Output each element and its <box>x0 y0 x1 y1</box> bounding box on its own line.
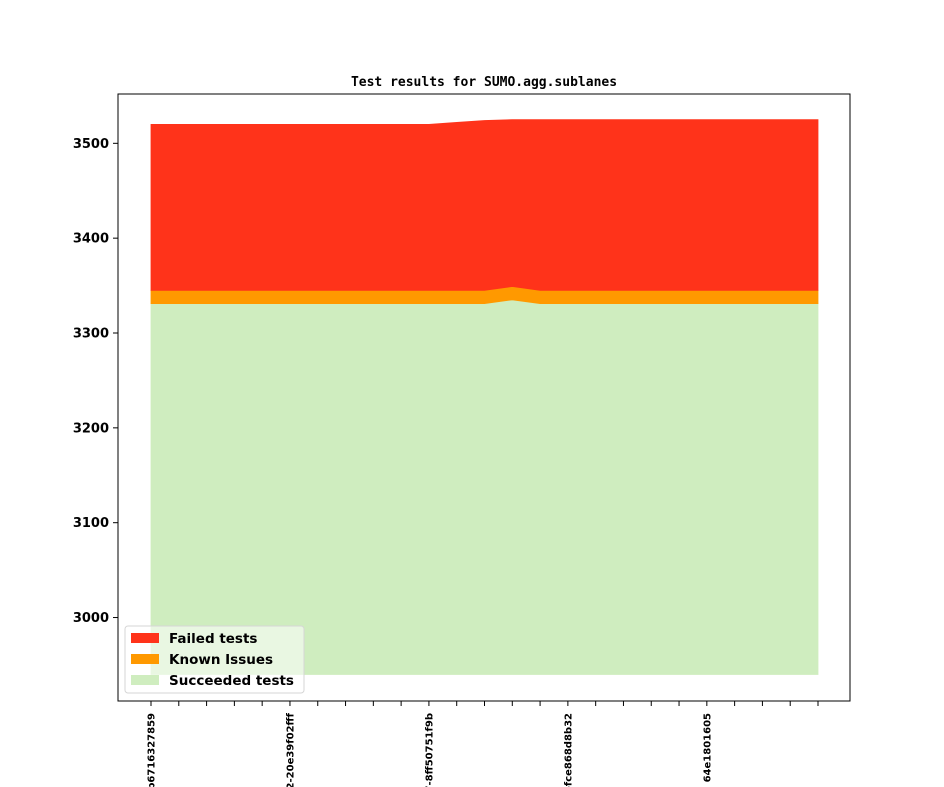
area-series-group <box>150 119 819 675</box>
x-tick-label: b6716327859 <box>147 713 158 787</box>
legend-swatch-failed-tests <box>131 633 159 643</box>
legend-label-known-issues: Known Issues <box>169 652 273 668</box>
legend-label-failed-tests: Failed tests <box>169 631 257 647</box>
x-tick-label: -fce868d8b32 <box>563 713 574 787</box>
x-tick-label: 2-20e39f02fff <box>285 712 296 787</box>
chart-title: Test results for SUMO.agg.sublanes <box>351 75 617 90</box>
legend-label-succeeded-tests: Succeeded tests <box>169 673 294 689</box>
x-tick-label: 7-8ff50751f9b <box>424 713 435 787</box>
y-axis: 3000 3100 3200 3300 3400 3500 <box>73 137 118 626</box>
y-tick-label: 3400 <box>73 232 109 247</box>
y-tick-label: 3100 <box>73 516 109 531</box>
area-succeeded-tests <box>150 299 819 675</box>
legend-swatch-succeeded-tests <box>131 675 159 685</box>
legend-swatch-known-issues <box>131 654 159 664</box>
legend: Failed tests Known Issues Succeeded tests <box>124 625 305 694</box>
legend-box <box>124 625 305 694</box>
y-tick-label: 3300 <box>73 327 109 342</box>
y-tick-label: 3500 <box>73 137 109 152</box>
x-tick-label: 64e1801605 <box>702 713 713 782</box>
y-tick-label: 3000 <box>73 611 109 626</box>
x-axis: b6716327859 2-20e39f02fff 7-8ff50751f9b -fc… <box>147 701 819 787</box>
y-tick-label: 3200 <box>73 421 109 436</box>
area-failed-tests <box>150 119 819 291</box>
